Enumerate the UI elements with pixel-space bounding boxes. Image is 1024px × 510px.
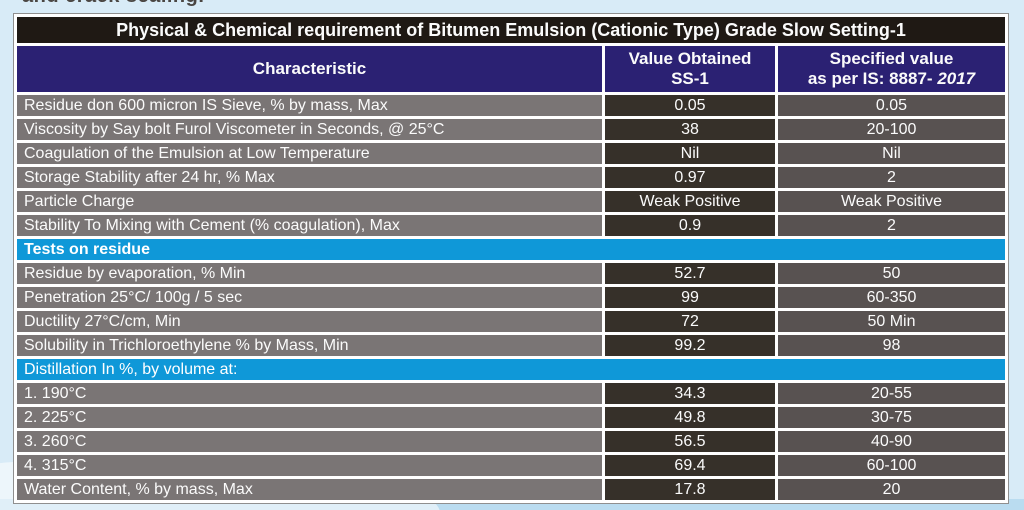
characteristic-cell: Residue by evaporation, % Min xyxy=(17,263,602,284)
specified-value-cell: 50 Min xyxy=(778,311,1005,332)
clipped-top-text: and crack sealing. xyxy=(22,0,204,8)
specified-value-cell: 20 xyxy=(778,479,1005,500)
characteristic-cell: Ductility 27°C/cm, Min xyxy=(17,311,602,332)
specified-value-cell: 50 xyxy=(778,263,1005,284)
specified-value-cell: 2 xyxy=(778,167,1005,188)
specified-value-cell: 0.05 xyxy=(778,95,1005,116)
characteristic-header-label: Characteristic xyxy=(252,59,367,78)
table-row: Residue don 600 micron IS Sieve, % by ma… xyxy=(17,95,1005,116)
specified-value-cell: 2 xyxy=(778,215,1005,236)
value-obtained-cell: 17.8 xyxy=(605,479,775,500)
section-header-row: Tests on residue xyxy=(17,239,1005,260)
value-obtained-cell: 0.9 xyxy=(605,215,775,236)
section-header-label: Tests on residue xyxy=(17,239,1005,260)
table-row: 4. 315°C 69.4 60-100 xyxy=(17,455,1005,476)
table-row: Storage Stability after 24 hr, % Max 0.9… xyxy=(17,167,1005,188)
requirements-table: Physical & Chemical requirement of Bitum… xyxy=(13,13,1009,504)
specified-value-cell: 60-100 xyxy=(778,455,1005,476)
spec-header-line2: as per IS: 8887- 2017 xyxy=(808,69,975,89)
value-obtained-cell: 34.3 xyxy=(605,383,775,404)
value-obtained-cell: 38 xyxy=(605,119,775,140)
characteristic-cell: Solubility in Trichloroethylene % by Mas… xyxy=(17,335,602,356)
table-row: 2. 225°C 49.8 30-75 xyxy=(17,407,1005,428)
specified-value-cell: 98 xyxy=(778,335,1005,356)
specified-value-cell: Weak Positive xyxy=(778,191,1005,212)
table-row: Water Content, % by mass, Max 17.8 20 xyxy=(17,479,1005,500)
spec-header-line1: Specified value xyxy=(829,49,954,68)
value-obtained-cell: Weak Positive xyxy=(605,191,775,212)
column-header-value-obtained: Value Obtained SS-1 xyxy=(605,46,775,92)
table-body: Residue don 600 micron IS Sieve, % by ma… xyxy=(17,95,1005,500)
spec-header-prefix: as per IS: 8887- xyxy=(807,69,938,88)
value-header-line2: SS-1 xyxy=(671,69,709,88)
spec-header-year: 2017 xyxy=(937,69,976,88)
specified-value-cell: Nil xyxy=(778,143,1005,164)
specified-value-cell: 40-90 xyxy=(778,431,1005,452)
value-obtained-cell: 0.97 xyxy=(605,167,775,188)
specified-value-cell: 60-350 xyxy=(778,287,1005,308)
specified-value-cell: 20-100 xyxy=(778,119,1005,140)
value-obtained-cell: 72 xyxy=(605,311,775,332)
value-obtained-cell: 69.4 xyxy=(605,455,775,476)
characteristic-cell: Coagulation of the Emulsion at Low Tempe… xyxy=(17,143,602,164)
table-title: Physical & Chemical requirement of Bitum… xyxy=(17,17,1005,43)
characteristic-cell: Residue don 600 micron IS Sieve, % by ma… xyxy=(17,95,602,116)
characteristic-cell: Viscosity by Say bolt Furol Viscometer i… xyxy=(17,119,602,140)
characteristic-cell: 2. 225°C xyxy=(17,407,602,428)
value-obtained-cell: 52.7 xyxy=(605,263,775,284)
table-row: Coagulation of the Emulsion at Low Tempe… xyxy=(17,143,1005,164)
section-header-row: Distillation In %, by volume at: xyxy=(17,359,1005,380)
value-obtained-cell: 56.5 xyxy=(605,431,775,452)
value-obtained-cell: 49.8 xyxy=(605,407,775,428)
table-row: Particle Charge Weak Positive Weak Posit… xyxy=(17,191,1005,212)
characteristic-cell: 1. 190°C xyxy=(17,383,602,404)
characteristic-cell: 4. 315°C xyxy=(17,455,602,476)
characteristic-cell: Particle Charge xyxy=(17,191,602,212)
characteristic-cell: 3. 260°C xyxy=(17,431,602,452)
table-header-row: Characteristic Value Obtained SS-1 Speci… xyxy=(17,46,1005,92)
bottom-band-decoration xyxy=(0,499,1024,510)
value-obtained-cell: 99.2 xyxy=(605,335,775,356)
column-header-characteristic: Characteristic xyxy=(17,46,602,92)
characteristic-cell: Penetration 25°C/ 100g / 5 sec xyxy=(17,287,602,308)
table-row: Penetration 25°C/ 100g / 5 sec 99 60-350 xyxy=(17,287,1005,308)
table-row: Residue by evaporation, % Min 52.7 50 xyxy=(17,263,1005,284)
column-header-specified-value: Specified value as per IS: 8887- 2017 xyxy=(778,46,1005,92)
table-row: Solubility in Trichloroethylene % by Mas… xyxy=(17,335,1005,356)
specified-value-cell: 30-75 xyxy=(778,407,1005,428)
value-obtained-cell: Nil xyxy=(605,143,775,164)
table-row: Viscosity by Say bolt Furol Viscometer i… xyxy=(17,119,1005,140)
table-row: 1. 190°C 34.3 20-55 xyxy=(17,383,1005,404)
table-row: Ductility 27°C/cm, Min 72 50 Min xyxy=(17,311,1005,332)
characteristic-cell: Stability To Mixing with Cement (% coagu… xyxy=(17,215,602,236)
section-header-label: Distillation In %, by volume at: xyxy=(17,359,1005,380)
value-obtained-cell: 0.05 xyxy=(605,95,775,116)
characteristic-cell: Water Content, % by mass, Max xyxy=(17,479,602,500)
specified-value-cell: 20-55 xyxy=(778,383,1005,404)
table-row: 3. 260°C 56.5 40-90 xyxy=(17,431,1005,452)
table-row: Stability To Mixing with Cement (% coagu… xyxy=(17,215,1005,236)
characteristic-cell: Storage Stability after 24 hr, % Max xyxy=(17,167,602,188)
value-header-line1: Value Obtained xyxy=(628,49,752,68)
value-obtained-cell: 99 xyxy=(605,287,775,308)
